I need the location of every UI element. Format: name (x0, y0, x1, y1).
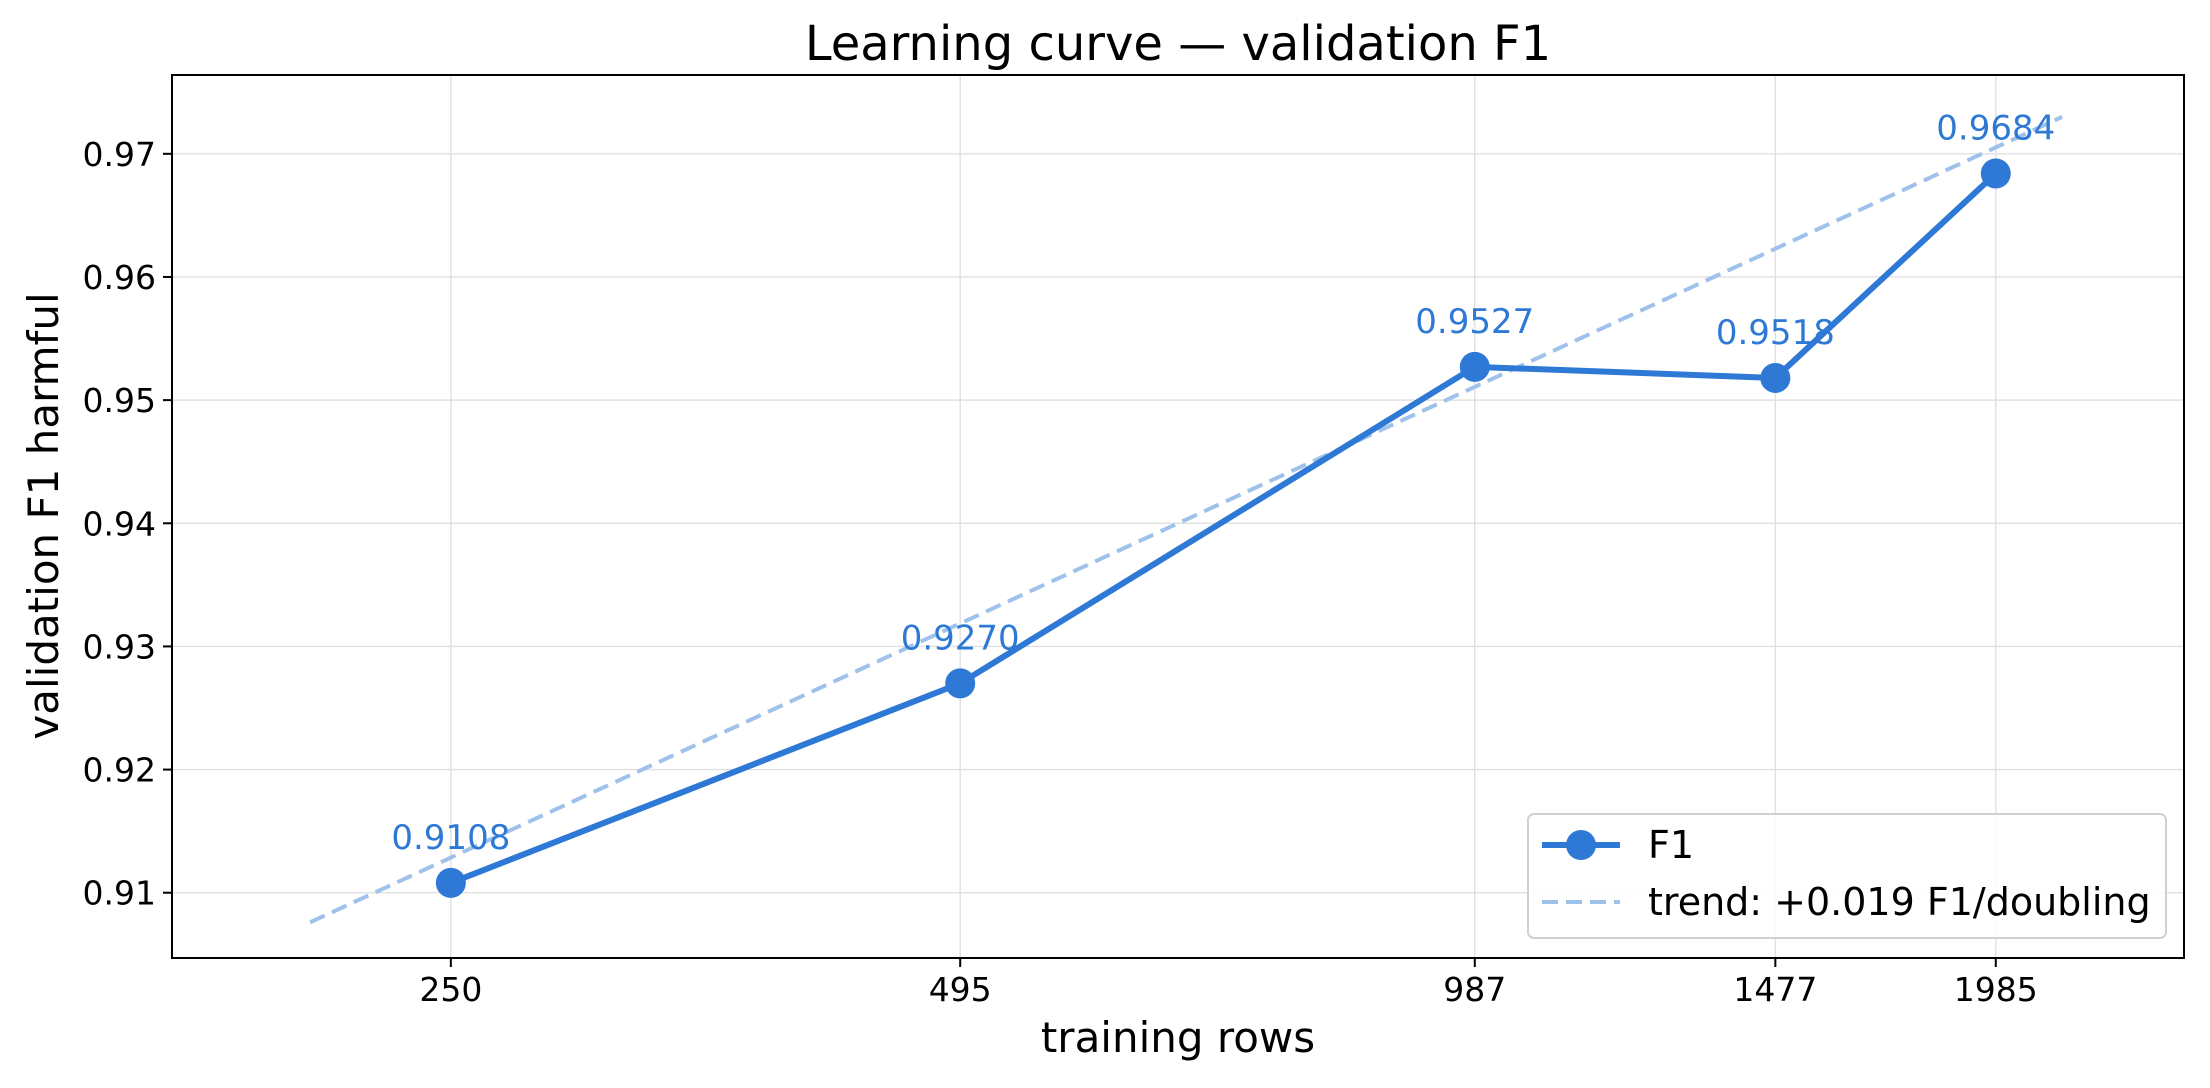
f1-series (435, 158, 2011, 898)
chart-title: Learning curve — validation F1 (805, 16, 1551, 72)
f1-point (1760, 362, 1791, 393)
x-axis-title: training rows (1041, 1013, 1315, 1062)
f1-data-label: 0.9270 (901, 618, 1020, 658)
f1-data-label: 0.9684 (1936, 109, 2055, 149)
legend-swatch-f1-marker (1566, 830, 1596, 860)
x-tick-label: 987 (1443, 970, 1506, 1009)
y-axis-title: validation F1 harmful (19, 292, 68, 739)
f1-data-label: 0.9527 (1415, 302, 1534, 342)
x-axis-ticks: 250 495 987 1477 1985 (419, 958, 2038, 1009)
y-axis-ticks: 0.91 0.92 0.93 0.94 0.95 0.96 0.97 (83, 135, 172, 913)
x-tick-label: 1985 (1954, 970, 2038, 1009)
f1-point (1980, 158, 2011, 189)
y-tick-label: 0.94 (83, 504, 156, 543)
legend-label-f1: F1 (1648, 823, 1694, 867)
legend-label-trend: trend: +0.019 F1/doubling (1648, 880, 2151, 924)
f1-line (449, 171, 1998, 886)
f1-data-label: 0.9518 (1716, 313, 1835, 353)
trend-series (309, 115, 2064, 925)
plot-area-frame (171, 74, 2185, 959)
trend-line (309, 115, 2064, 925)
f1-point (435, 867, 466, 898)
y-tick-label: 0.96 (83, 258, 156, 297)
f1-point (945, 668, 976, 699)
f1-point (1459, 351, 1490, 382)
x-tick-label: 250 (419, 970, 482, 1009)
legend-box (1527, 813, 2167, 939)
y-tick-label: 0.92 (83, 751, 156, 790)
y-tick-label: 0.91 (83, 874, 156, 913)
y-tick-label: 0.95 (83, 381, 156, 420)
data-labels: 0.9108 0.9270 0.9527 0.9518 0.9684 (391, 109, 2055, 858)
legend: F1 trend: +0.019 F1/doubling (1527, 813, 2167, 939)
x-tick-label: 1477 (1733, 970, 1817, 1009)
grid (172, 75, 2184, 958)
x-tick-label: 495 (929, 970, 992, 1009)
y-tick-label: 0.97 (83, 135, 156, 174)
y-tick-label: 0.93 (83, 627, 156, 666)
f1-data-label: 0.9108 (391, 818, 510, 858)
